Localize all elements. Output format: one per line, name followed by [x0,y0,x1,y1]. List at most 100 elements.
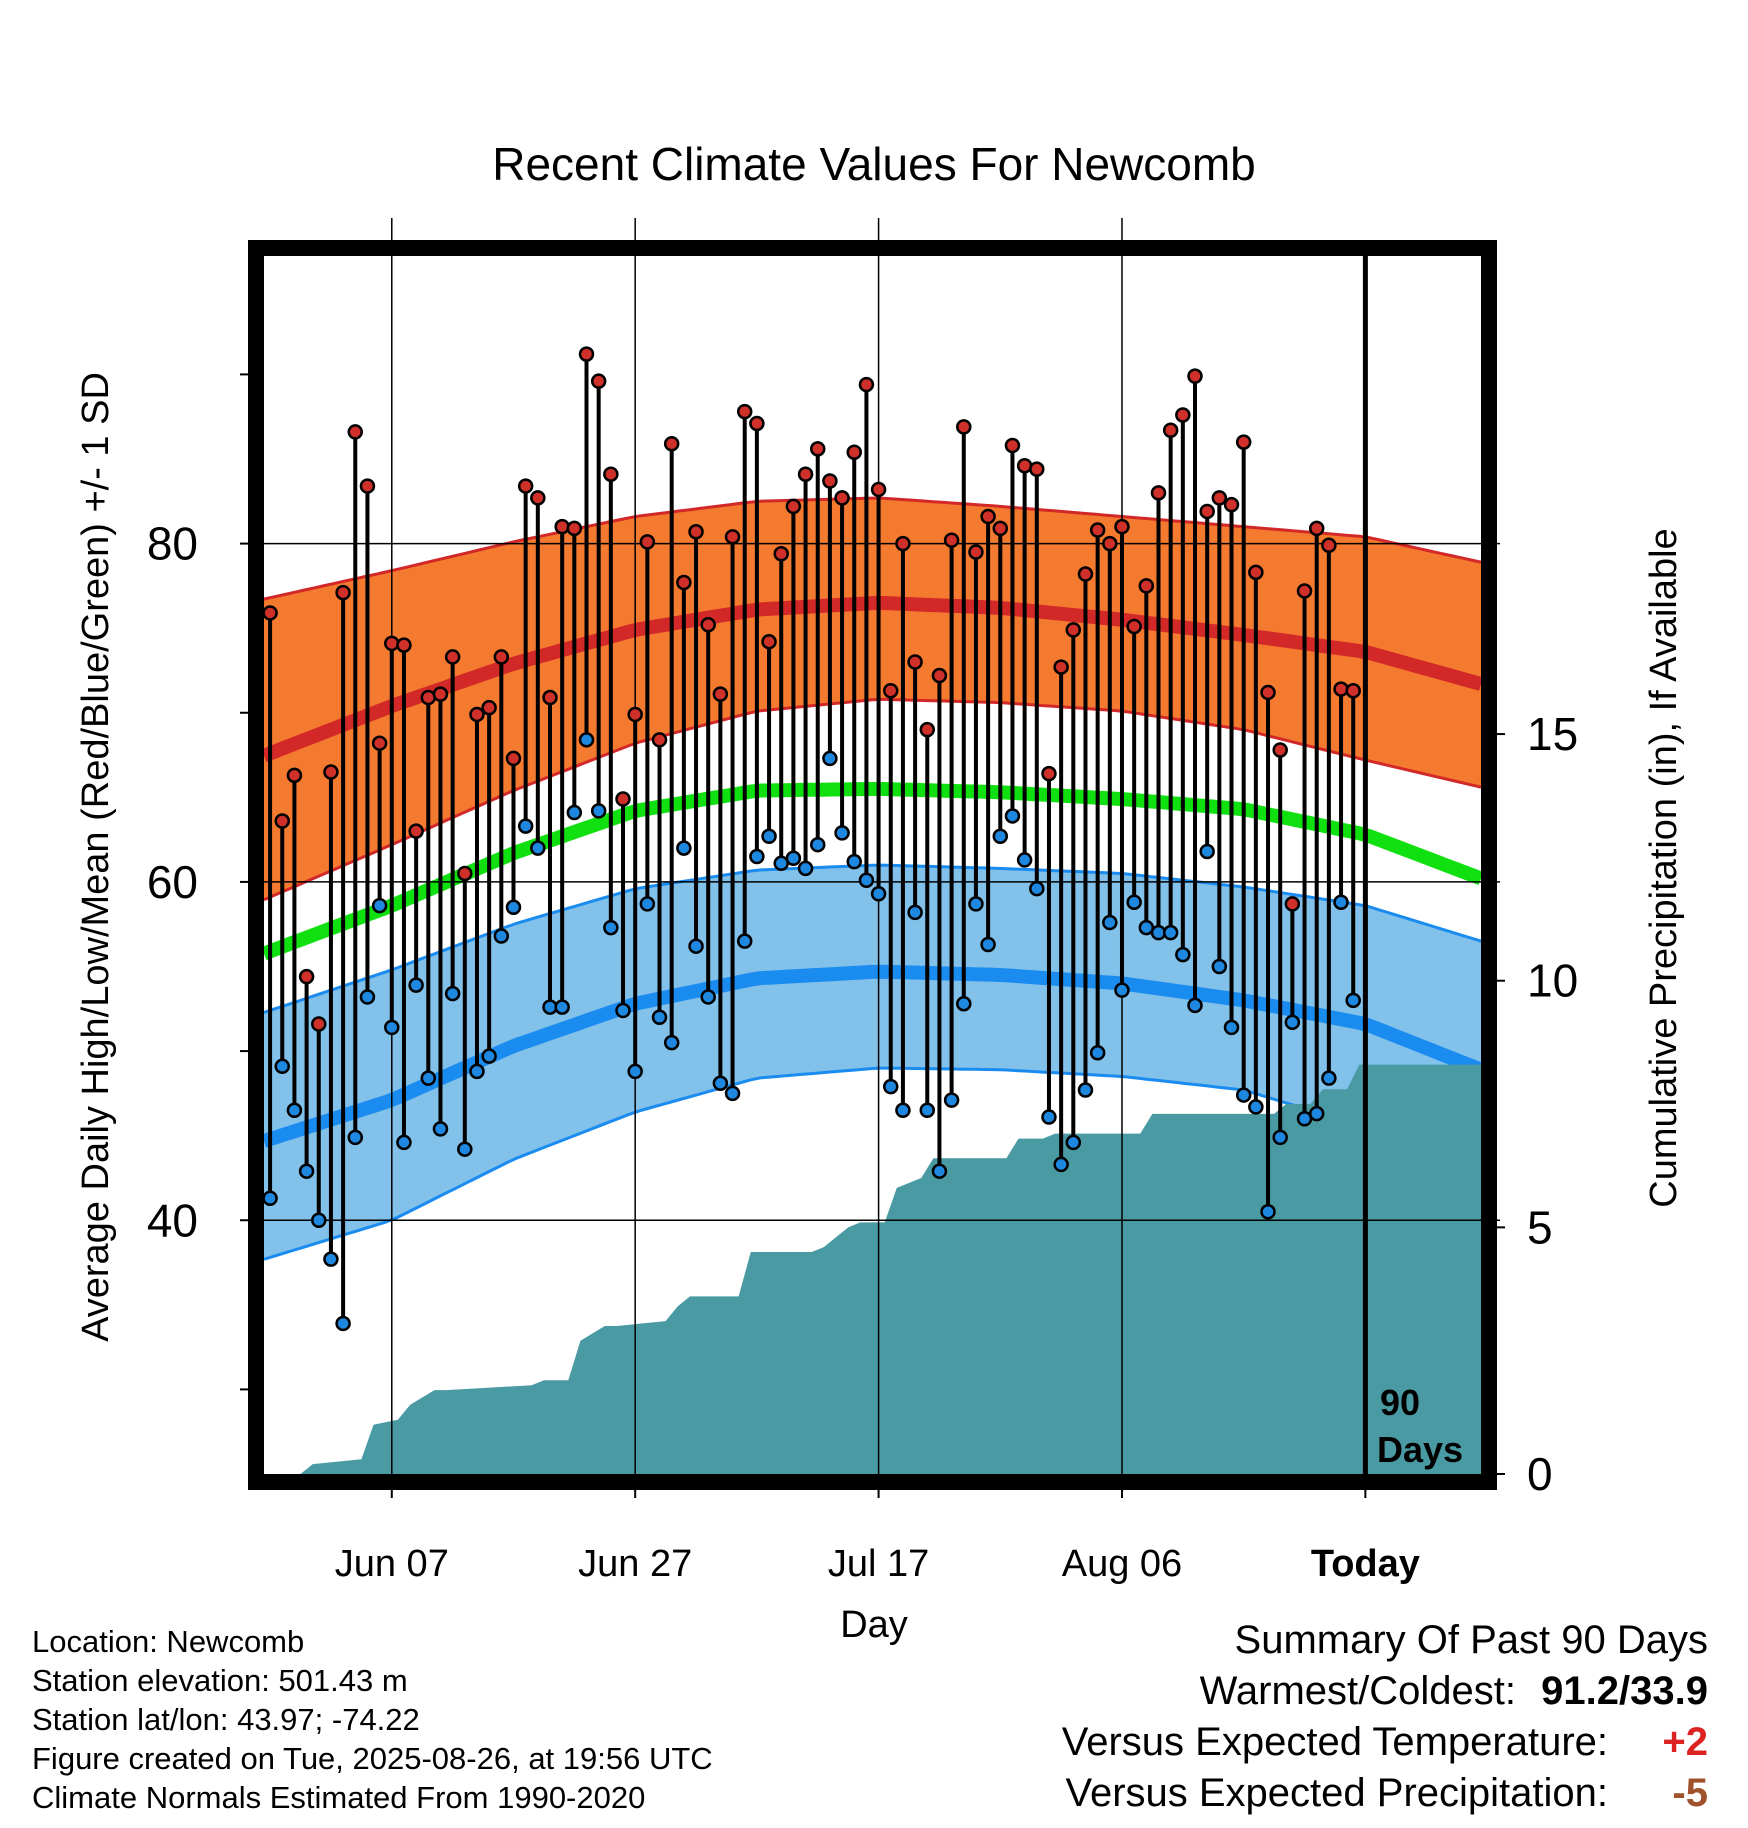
low-point [627,1063,643,1080]
low-point [444,985,461,1002]
x-tick-label: Aug 06 [1062,1543,1182,1585]
low-point [517,818,534,834]
x-axis-label: Day [840,1604,908,1646]
x-tick-label: Today [1311,1543,1420,1585]
y-tick-label: 40 [147,1194,198,1246]
warm-cold-row: Warmest/Coldest: 91.2/33.9 [1062,1666,1708,1717]
low-point [809,836,826,853]
y2-tick-label: 15 [1527,708,1578,760]
summary-panel: Summary Of Past 90 Days Warmest/Coldest:… [1062,1615,1708,1819]
low-point [311,1212,327,1228]
high-point [1296,583,1313,599]
warm-cold-label: Warmest/Coldest: [1199,1669,1516,1713]
high-point [1321,537,1337,554]
high-point [1284,896,1301,912]
high-point [1041,765,1057,782]
location-text: Location: Newcomb [32,1624,305,1659]
high-point [384,635,400,652]
low-point [590,803,607,819]
high-point [797,466,814,482]
low-point [408,977,424,993]
high-point [943,532,960,548]
low-point [1162,924,1179,941]
x-tick-label: Jun 07 [335,1543,449,1585]
low-point [1345,992,1361,1009]
high-point [919,721,936,738]
low-point [688,938,704,954]
high-point [1187,368,1203,384]
low-point [493,928,510,944]
high-point [736,403,753,420]
high-point [724,529,741,545]
high-point [1333,681,1349,697]
high-point [566,520,583,537]
daily-stems [262,346,1361,1332]
low-point [432,1121,449,1137]
high-point [1235,434,1252,450]
low-point [603,919,619,936]
high-point [444,649,461,665]
high-point [1175,407,1191,423]
high-point [858,376,875,393]
high-point [992,520,1009,537]
high-point [262,605,278,621]
low-point [1321,1070,1337,1086]
low-point [943,1092,960,1108]
low-point [992,828,1009,844]
high-point [1102,535,1118,552]
high-point [1223,496,1240,513]
high-point [1150,485,1167,501]
y2-tick-label: 5 [1527,1201,1553,1253]
low-point [822,750,838,767]
high-point [834,490,850,506]
high-point [1089,522,1106,538]
latlon-text: Station lat/lon: 43.97; -74.22 [32,1702,420,1737]
low-point [1272,1129,1288,1146]
high-sd-upper-line [264,496,1481,601]
plot-border [248,240,1497,1490]
low-point [481,1048,497,1064]
low-point [736,933,753,949]
high-point [517,478,534,494]
low-point [1029,880,1045,897]
high-point [700,617,716,633]
high-point [530,490,546,506]
low-point [1223,1019,1240,1036]
low-point [554,999,570,1015]
created-text: Figure created on Tue, 2025-08-26, at 19… [32,1741,713,1776]
low-point [1308,1105,1325,1122]
high-point [1053,659,1069,675]
low-point [505,899,522,916]
low-point [1248,1099,1264,1115]
low-point [359,989,376,1005]
high-point [1138,578,1155,594]
low-point [749,848,765,865]
low-point [895,1102,911,1119]
today-marker-label-number: 90 [1380,1382,1420,1423]
high-point [493,649,510,665]
high-point [1126,618,1142,635]
high-point [809,441,826,457]
high-point [323,764,339,780]
high-point [1199,503,1215,520]
high-point [335,584,351,601]
temp-anomaly-value: +2 [1662,1720,1708,1764]
high-point [907,654,923,670]
high-point [676,574,692,591]
low-point [968,896,984,912]
low-point [384,1019,400,1036]
high-point [1248,564,1264,581]
elevation-text: Station elevation: 501.43 m [32,1663,408,1698]
low-point [1065,1134,1082,1151]
high-point [773,545,789,562]
high-point [408,823,424,839]
low-point [396,1134,412,1151]
low-point [1114,982,1130,998]
high-point [1004,437,1021,454]
high-point [785,498,802,515]
low-point [1175,946,1191,963]
plot-frame [248,240,1497,1490]
low-point [469,1063,485,1080]
summary-heading: Summary Of Past 90 Days [1234,1618,1708,1662]
low-point [298,1163,315,1179]
